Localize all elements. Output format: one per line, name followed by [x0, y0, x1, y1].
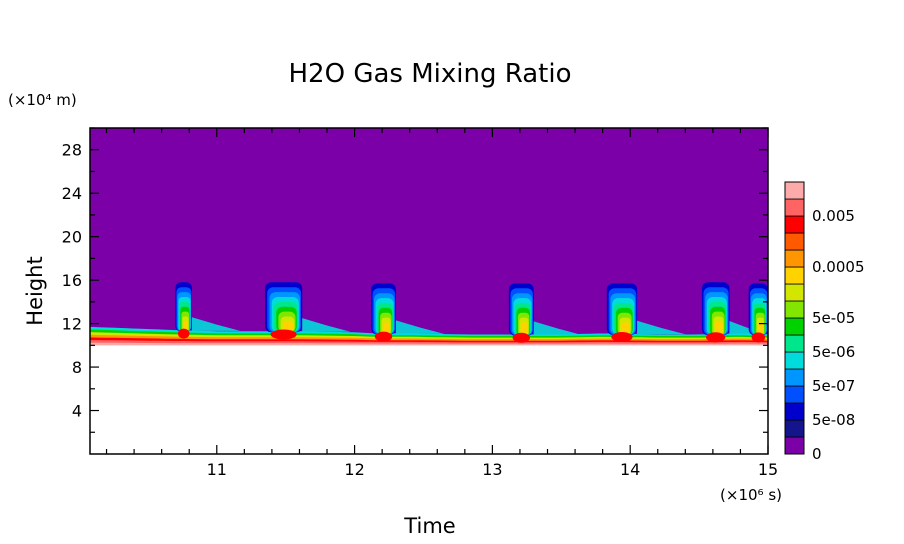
moist-plume-contour [758, 322, 764, 336]
plume-core-contour [374, 331, 393, 342]
y-tick-label: 8 [72, 358, 82, 377]
colorbar-legend: 0 5e-08 5e-07 5e-06 5e-05 0.0005 0.005 [784, 181, 865, 463]
x-axis-unit: (×10⁶ s) [720, 486, 782, 504]
plume-core-contour [512, 332, 531, 343]
y-tick-label: 24 [62, 184, 82, 203]
colorbar-swatch [784, 368, 805, 387]
y-axis-unit: (×10⁴ m) [8, 91, 77, 109]
colorbar-swatch [784, 181, 805, 200]
colorbar-swatch [784, 300, 805, 319]
y-tick-label: 4 [72, 402, 82, 421]
colorbar-label: 0.0005 [812, 258, 865, 276]
x-tick-label: 12 [344, 460, 364, 479]
colorbar-swatch [784, 419, 805, 438]
colorbar-swatch [784, 402, 805, 421]
colorbar-swatch [784, 351, 805, 370]
colorbar-swatch [784, 232, 805, 251]
y-tick-label: 16 [62, 271, 82, 290]
plume-outflow-contour [395, 320, 445, 334]
y-tick-label: 12 [62, 315, 82, 334]
colorbar-swatch [784, 215, 805, 234]
y-axis-label: Height [23, 256, 47, 325]
tropopause-contour-band [90, 342, 768, 346]
x-tick-label: 13 [482, 460, 502, 479]
colorbar-label: 0 [812, 445, 822, 463]
colorbar-swatch [784, 198, 805, 217]
moist-plume-contour [383, 322, 390, 335]
y-tick-label: 20 [62, 228, 82, 247]
plume-outflow-contour [302, 318, 351, 332]
colorbar-label: 5e-05 [812, 309, 855, 327]
colorbar-swatch [784, 334, 805, 353]
x-tick-label: 15 [758, 460, 778, 479]
moist-plume-contour [715, 321, 723, 336]
colorbar-swatch [784, 283, 805, 302]
colorbar-swatch [784, 249, 805, 268]
colorbar-label: 5e-08 [812, 411, 855, 429]
colorbar-frame [784, 181, 805, 455]
x-tick-label: 11 [207, 460, 227, 479]
colorbar-label: 5e-06 [812, 343, 855, 361]
plume-core-contour [751, 332, 766, 343]
moist-plume-contour [520, 322, 528, 336]
plume-outflow-contour [191, 317, 241, 331]
x-tick-label: 14 [620, 460, 640, 479]
colorbar-swatch [784, 317, 805, 336]
x-axis-label: Time [403, 514, 455, 538]
colorbar-swatch [784, 266, 805, 285]
colorbar-swatch [784, 436, 805, 455]
colorbar-label: 5e-07 [812, 377, 855, 395]
colorbar-swatch [784, 385, 805, 404]
plume-core-contour [177, 328, 190, 339]
plume-outflow-contour [637, 320, 686, 335]
x-axis-ticks: 11 12 13 14 15 [105, 128, 778, 479]
plume-outflow-contour [729, 320, 768, 335]
plume-core-contour [705, 332, 726, 343]
plume-outflow-contour [533, 321, 582, 336]
chart-title: H2O Gas Mixing Ratio [289, 59, 572, 89]
plume-core-contour [270, 329, 297, 340]
y-axis-ticks: 4 8 12 16 20 24 28 [62, 127, 768, 433]
colorbar-label: 0.005 [812, 207, 855, 225]
y-tick-label: 28 [62, 141, 82, 160]
below-range-region [90, 345, 768, 454]
plot-frame [89, 127, 769, 455]
plume-core-contour [611, 332, 633, 343]
moist-plume-contour [621, 322, 630, 335]
plot-area [90, 128, 768, 454]
